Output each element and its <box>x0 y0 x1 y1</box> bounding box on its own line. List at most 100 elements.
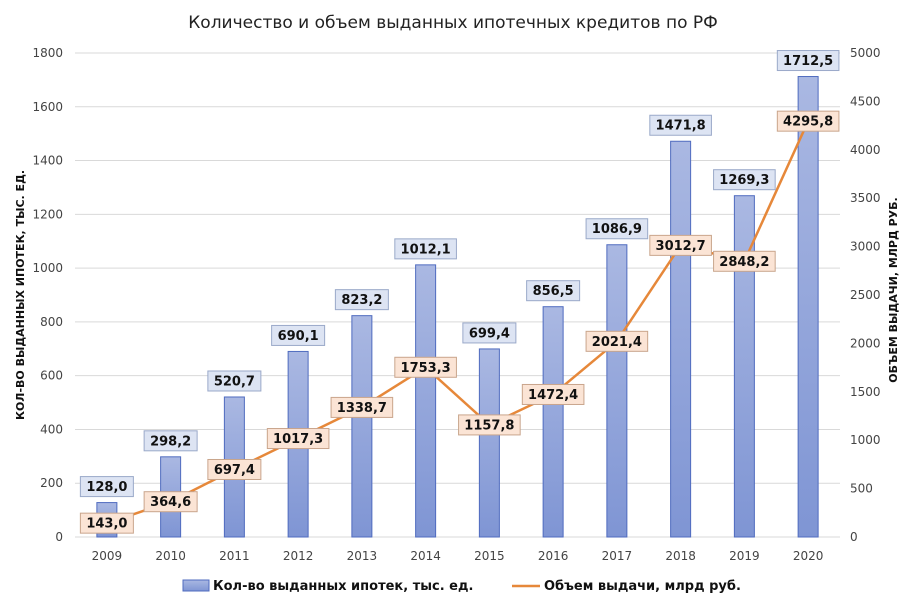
bar <box>351 315 373 538</box>
bar-data-label: 690,1 <box>278 329 319 344</box>
x-tick-label: 2014 <box>410 549 441 563</box>
bar-data-label-box <box>585 218 649 240</box>
right-tick-label: 4000 <box>850 143 881 157</box>
x-tick-label: 2013 <box>347 549 378 563</box>
line-data-label: 1017,3 <box>273 432 323 447</box>
left-tick-label: 800 <box>40 315 63 329</box>
line-data-label-box <box>330 396 394 418</box>
bar-series <box>96 76 819 538</box>
bar <box>478 348 500 538</box>
bar-data-label: 520,7 <box>214 374 255 389</box>
line-data-label-box <box>585 330 649 352</box>
bar-data-label: 1712,5 <box>783 54 833 69</box>
line-data-label: 1157,8 <box>464 418 514 433</box>
right-tick-label: 4500 <box>850 94 881 108</box>
bar-data-labels: 128,0 298,2 520,7 690,1 823,2 1012,1 699,4 856,… <box>79 50 840 498</box>
line-data-label: 2848,2 <box>719 255 769 270</box>
legend-line-label: Объем выдачи, млрд руб. <box>544 579 741 594</box>
left-tick-label: 600 <box>40 369 63 383</box>
line-data-label: 697,4 <box>214 463 255 478</box>
legend-bar-swatch <box>182 579 210 592</box>
right-tick-label: 500 <box>850 482 873 496</box>
left-tick-label: 0 <box>55 530 63 544</box>
bar-data-label: 1269,3 <box>719 173 769 188</box>
left-tick-label: 1200 <box>32 207 63 221</box>
x-tick-label: 2019 <box>729 549 760 563</box>
line-data-label-box <box>458 414 521 436</box>
x-tick-label: 2020 <box>793 549 824 563</box>
bar-data-label: 1471,8 <box>656 119 706 134</box>
bar-data-label-box <box>79 476 134 498</box>
line-data-label-box <box>649 234 712 256</box>
line-data-label-box <box>207 458 262 480</box>
bar-data-label-box <box>462 322 517 344</box>
bar-data-label-box <box>394 238 457 260</box>
left-tick-label: 1400 <box>32 154 63 168</box>
line-data-label-box <box>776 110 840 132</box>
bar-data-label-box <box>649 114 712 136</box>
right-tick-label: 0 <box>850 530 858 544</box>
bar-data-label-box <box>271 324 326 346</box>
bar-data-label: 823,2 <box>341 293 382 308</box>
line-data-label: 143,0 <box>86 517 127 532</box>
line-data-labels: 143,0 364,6 697,4 1017,3 1338,7 1753,3 1157,8 1… <box>79 110 840 534</box>
line-data-label: 3012,7 <box>656 239 706 254</box>
line-data-label: 1338,7 <box>337 401 387 416</box>
x-tick-label: 2012 <box>283 549 314 563</box>
x-tick-label: 2009 <box>92 549 123 563</box>
line-data-label-box <box>79 512 134 534</box>
x-tick-label: 2018 <box>665 549 696 563</box>
gridlines <box>75 52 840 538</box>
legend: Кол-во выданных ипотек, тыс. ед. Объем в… <box>182 579 741 594</box>
left-axis-ticks: 0 200 400 600 800 1000 1200 1400 1600 1800 <box>32 46 63 544</box>
left-axis-label: КОЛ-ВО ВЫДАННЫХ ИПОТЕК, ТЫС. ЕД. <box>14 170 27 420</box>
line-data-label: 364,6 <box>150 495 191 510</box>
line-data-label: 4295,8 <box>783 115 833 130</box>
bar <box>542 306 564 538</box>
bar-data-label-box <box>713 169 776 191</box>
bar <box>415 264 437 538</box>
line-data-label: 2021,4 <box>592 335 642 350</box>
right-axis-label: ОБЪЕМ ВЫДАЧИ, МЛРД РУБ. <box>887 197 900 382</box>
x-tick-label: 2010 <box>155 549 186 563</box>
x-tick-label: 2011 <box>219 549 250 563</box>
line-data-label-box <box>266 428 330 450</box>
chart-title: Количество и объем выданных ипотечных кр… <box>188 13 718 33</box>
right-tick-label: 5000 <box>850 46 881 60</box>
line-data-label-box <box>713 250 776 272</box>
bar-data-label: 699,4 <box>469 326 510 341</box>
left-tick-label: 1800 <box>32 46 63 60</box>
bar <box>606 244 628 538</box>
x-axis-ticks: 2009 2010 2011 2012 2013 2014 2015 2016 2017 2018… <box>92 549 824 563</box>
bar-data-label-box <box>776 50 840 72</box>
bar-data-label: 128,0 <box>86 480 127 495</box>
bar-data-label-box <box>526 280 581 302</box>
bar <box>670 140 692 538</box>
x-tick-label: 2016 <box>538 549 569 563</box>
line-data-label-box <box>143 491 198 513</box>
bar-data-label: 1086,9 <box>592 222 642 237</box>
right-tick-label: 3500 <box>850 191 881 205</box>
legend-bar-label: Кол-во выданных ипотек, тыс. ед. <box>213 579 473 594</box>
bar-data-label: 1012,1 <box>401 242 451 257</box>
right-tick-label: 1000 <box>850 433 881 447</box>
left-tick-label: 400 <box>40 422 63 436</box>
line-data-label-box <box>521 383 585 405</box>
left-tick-label: 1000 <box>32 261 63 275</box>
bar-data-label-box <box>334 289 389 311</box>
left-tick-label: 200 <box>40 476 63 490</box>
right-tick-label: 2000 <box>850 336 881 350</box>
right-tick-label: 2500 <box>850 288 881 302</box>
line-data-label-box <box>394 356 457 378</box>
bar-data-label: 856,5 <box>533 284 574 299</box>
bar <box>733 195 755 538</box>
right-tick-label: 3000 <box>850 240 881 254</box>
x-tick-label: 2015 <box>474 549 505 563</box>
line-data-label: 1753,3 <box>401 361 451 376</box>
bar-data-label-box <box>207 370 262 392</box>
left-tick-label: 1600 <box>32 100 63 114</box>
right-axis-ticks: 0 500 1000 1500 2000 2500 3000 3500 4000 4500 5000 <box>850 46 881 544</box>
bar <box>797 76 819 538</box>
right-tick-label: 1500 <box>850 385 881 399</box>
